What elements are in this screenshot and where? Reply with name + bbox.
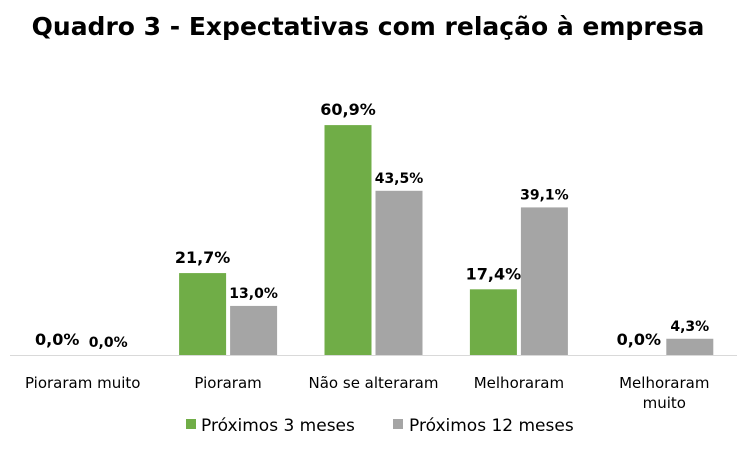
data-label: 60,9%	[320, 100, 376, 119]
category-label: Não se alteraram	[309, 374, 439, 392]
bar-green-2	[324, 125, 372, 355]
value-labels: 0,0% 0,0% 21,7% 13,0% 60,9% 43,5% 17,4% 39,1% 0,…	[35, 100, 709, 351]
bar-gray-4	[666, 338, 714, 355]
data-label: 43,5%	[375, 171, 424, 187]
bar-green-3	[469, 289, 517, 355]
legend-swatch	[186, 419, 196, 429]
category-label: Melhoraram	[474, 374, 564, 392]
data-label: 21,7%	[175, 248, 231, 267]
bar-gray-1	[230, 305, 278, 355]
bars-group	[179, 125, 714, 355]
chart-title: Quadro 3 - Expectativas com relação à em…	[32, 12, 705, 41]
bar-gray-3	[520, 207, 568, 355]
data-label: 39,1%	[520, 187, 569, 203]
legend: Próximos 3 meses Próximos 12 meses	[186, 416, 574, 436]
data-label: 4,3%	[670, 319, 709, 335]
bar-green-1	[179, 273, 227, 355]
legend-label: Próximos 3 meses	[201, 416, 355, 436]
bar-gray-2	[375, 190, 423, 355]
category-labels: Pioraram muito Pioraram Não se alteraram Me…	[25, 374, 710, 412]
legend-swatch	[393, 419, 403, 429]
data-label: 0,0%	[617, 330, 661, 349]
legend-label: Próximos 12 meses	[409, 416, 574, 436]
category-label: Pioraram muito	[25, 374, 141, 392]
data-label: 0,0%	[35, 330, 79, 349]
data-label: 13,0%	[229, 286, 278, 302]
category-label: muito	[643, 394, 686, 412]
category-label: Pioraram	[194, 374, 261, 392]
data-label: 0,0%	[89, 335, 128, 351]
category-label: Melhoraram	[619, 374, 709, 392]
data-label: 17,4%	[466, 264, 522, 283]
